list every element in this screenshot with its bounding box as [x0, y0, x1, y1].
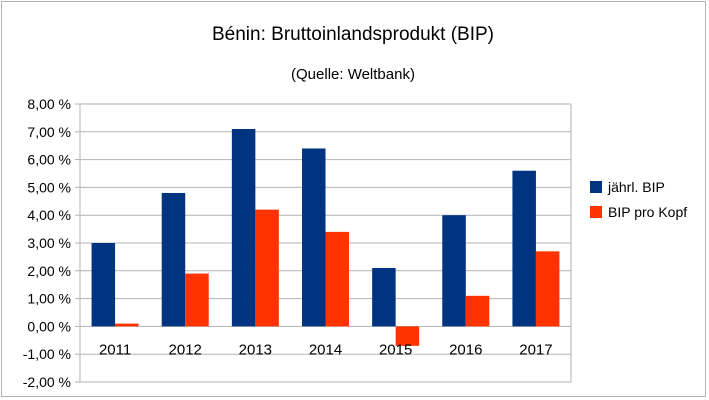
- bar-bip-pro-kopf-2017: [535, 251, 560, 327]
- legend-label: jährl. BIP: [607, 179, 665, 195]
- bar-bip-pro-kopf-2011: [115, 323, 139, 327]
- bar-bip-pro-kopf-2014: [325, 231, 349, 327]
- x-tick-label: 2014: [309, 341, 342, 358]
- x-axis-tick-labels: 2011 2012 2013 2014 2015 2016 2017: [99, 341, 553, 358]
- legend-swatch: [590, 181, 602, 193]
- y-tick-label: 2,00 %: [27, 263, 71, 279]
- bar-bip-pro-kopf-2015: [395, 326, 420, 346]
- y-tick-label: 1,00 %: [27, 291, 71, 307]
- legend-label: BIP pro Kopf: [608, 204, 687, 220]
- y-tick-label: 6,00 %: [27, 152, 71, 168]
- y-tick-label: 3,00 %: [27, 235, 71, 251]
- x-tick-label: 2015: [379, 341, 412, 358]
- y-tick-label: 4,00 %: [27, 207, 71, 223]
- bar-jaehrl-bip-2011: [91, 243, 116, 327]
- y-tick-label: 0,00 %: [27, 318, 71, 334]
- x-tick-label: 2017: [519, 341, 552, 358]
- y-tick-label: 5,00 %: [27, 179, 71, 195]
- legend-swatch: [590, 206, 602, 218]
- chart-title: Bénin: Bruttoinlandsprodukt (BIP): [212, 24, 494, 45]
- bar-jaehrl-bip-2017: [512, 170, 536, 327]
- x-tick-label: 2012: [169, 341, 202, 358]
- y-tick-label: -2,00 %: [23, 374, 71, 390]
- y-axis-tick-labels: -2,00 % -1,00 % 0,00 % 1,00 % 2,00 % 3,00 % 4,…: [23, 96, 71, 390]
- bar-jaehrl-bip-2013: [231, 129, 256, 327]
- x-tick-label: 2011: [99, 341, 131, 358]
- x-tick-label: 2016: [449, 341, 482, 358]
- bars: [91, 129, 560, 346]
- y-tick-label: 8,00 %: [27, 96, 71, 112]
- bar-jaehrl-bip-2016: [442, 215, 466, 327]
- bar-bip-pro-kopf-2016: [465, 295, 490, 327]
- y-tick-label: 7,00 %: [27, 124, 71, 140]
- y-tick-label: -1,00 %: [23, 346, 71, 362]
- bar-jaehrl-bip-2012: [161, 192, 186, 327]
- bar-jaehrl-bip-2015: [372, 268, 396, 327]
- bar-jaehrl-bip-2014: [302, 148, 326, 327]
- bar-bip-pro-kopf-2012: [185, 273, 209, 327]
- bar-bip-pro-kopf-2013: [255, 209, 279, 327]
- chart-subtitle: (Quelle: Weltbank): [291, 66, 415, 83]
- legend: jährl. BIP BIP pro Kopf: [590, 179, 687, 220]
- x-tick-label: 2013: [239, 341, 272, 358]
